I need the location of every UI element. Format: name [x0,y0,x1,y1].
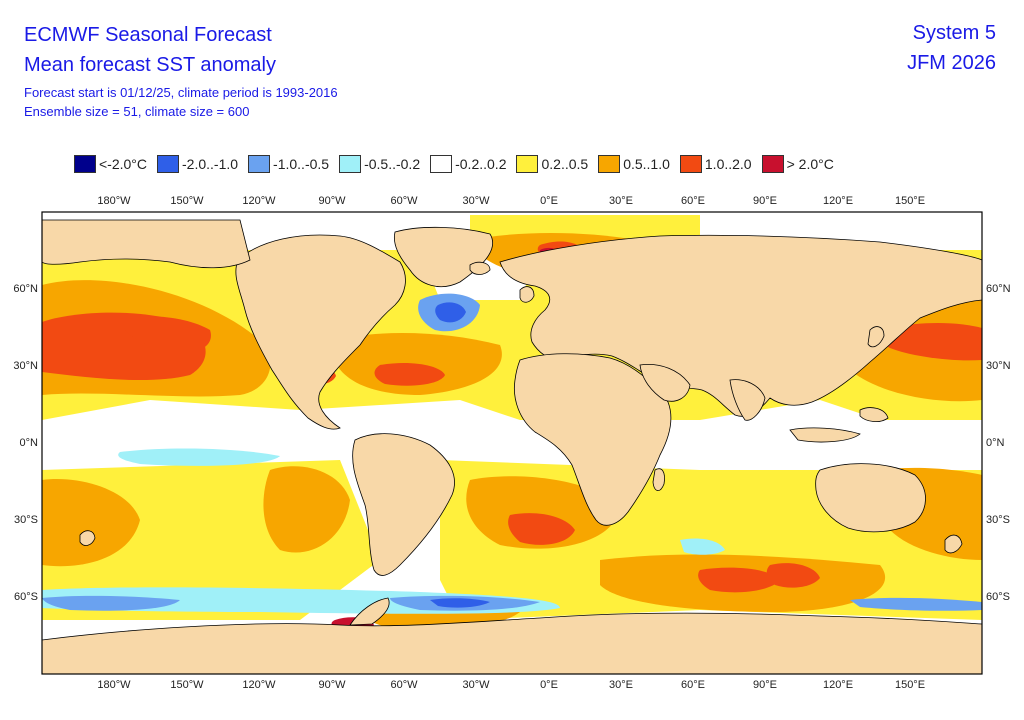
legend-label: -1.0..-0.5 [273,156,330,172]
lon-label: 150°E [895,679,925,691]
lon-label: 150°W [170,679,204,691]
lon-label: 120°E [823,679,853,691]
lat-labels-right: 60°N 30°N 0°N 30°S 60°S [986,283,1011,603]
lon-labels-bottom: 180°W 150°W 120°W 90°W 60°W 30°W 0°E 30°… [97,679,925,691]
title: ECMWF Seasonal Forecast [24,24,272,46]
legend-label: 0.2..0.5 [541,156,589,172]
forecast-info: Forecast start is 01/12/25, climate peri… [24,85,338,100]
legend-item: -2.0..-1.0 [157,155,238,173]
lon-label: 30°E [609,195,633,207]
legend-swatch [598,155,621,173]
lon-labels-top: 180°W 150°W 120°W 90°W 60°W 30°W 0°E 30°… [97,195,925,207]
subtitle: Mean forecast SST anomaly [24,54,276,76]
lon-label: 120°W [242,679,276,691]
legend-item: 1.0..2.0 [679,155,752,173]
lat-label: 60°S [986,591,1010,603]
legend-swatch [516,155,539,173]
ensemble-info: Ensemble size = 51, climate size = 600 [24,104,250,119]
lon-label: 90°E [753,679,777,691]
lat-label: 60°S [14,591,38,603]
legend-swatch [339,155,362,173]
lon-label: 90°W [318,195,346,207]
legend-swatch [430,155,453,173]
lon-label: 120°E [823,195,853,207]
legend-item: 0.5..1.0 [598,155,670,173]
lat-label: 60°N [13,283,38,295]
anomaly-minus-2.0-1.0 [430,302,490,608]
lat-label: 0°N [20,437,39,449]
lon-label: 60°W [390,679,418,691]
system-label: System 5 [912,22,996,44]
legend-label: <-2.0°C [99,156,148,172]
legend-item: -1.0..-0.5 [248,155,329,173]
legend-label: -0.5..-0.2 [364,156,421,172]
lat-label: 30°N [986,360,1011,372]
lat-label: 30°N [13,360,38,372]
legend-label: 0.5..1.0 [623,156,670,172]
legend-swatch [679,155,702,173]
map-field [42,212,982,674]
legend-swatch [761,155,784,173]
lon-label: 60°W [390,195,418,207]
anomaly-1.0-2.0 [42,241,982,593]
legend-label: -0.2..0.2 [455,156,507,172]
legend-label: -2.0..-1.0 [182,156,239,172]
legend-item: -0.2..0.2 [430,155,506,173]
lat-label: 30°S [14,514,38,526]
lon-label: 60°E [681,195,705,207]
lon-label: 30°W [462,679,490,691]
lon-label: 30°W [462,195,490,207]
lat-label: 60°N [986,283,1011,295]
lon-label: 180°W [97,679,131,691]
lon-label: 30°E [609,679,633,691]
lon-label: 0°E [540,195,558,207]
lon-label: 90°W [318,679,346,691]
lon-label: 150°W [170,195,204,207]
legend-item: 0.2..0.5 [516,155,588,173]
map-frame [41,211,983,675]
legend-swatch [157,155,180,173]
land [42,219,982,674]
lon-label: 0°E [540,679,558,691]
lat-label: 30°S [986,514,1010,526]
legend-label: 1.0..2.0 [704,156,752,172]
lon-label: 60°E [681,679,705,691]
legend: <-2.0°C -2.0..-1.0 -1.0..-0.5 -0.5..-0.2… [74,153,844,175]
lat-label: 0°N [986,437,1005,449]
legend-swatch [248,155,271,173]
lon-label: 90°E [753,195,777,207]
legend-label: > 2.0°C [786,156,834,172]
lon-label: 120°W [242,195,276,207]
legend-item: > 2.0°C [761,155,834,173]
lat-labels-left: 60°N 30°N 0°N 30°S 60°S [13,283,38,603]
lon-label: 150°E [895,195,925,207]
period-label: JFM 2026 [907,52,996,74]
legend-swatch [74,155,96,173]
legend-item: -0.5..-0.2 [339,155,420,173]
lon-label: 180°W [97,195,131,207]
legend-item: <-2.0°C [74,155,147,173]
